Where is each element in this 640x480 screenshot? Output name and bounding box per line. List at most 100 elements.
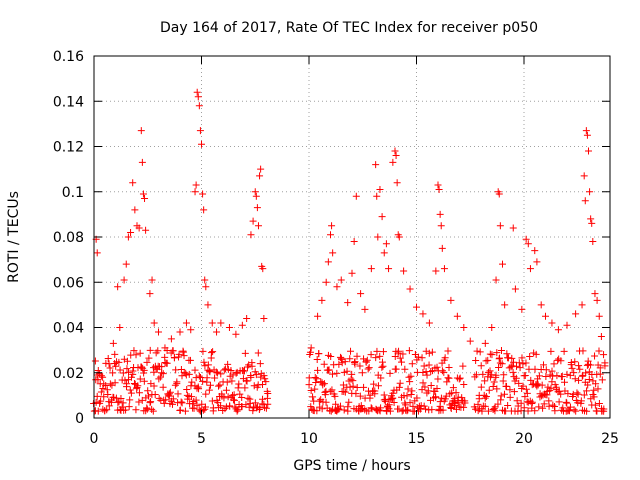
data-point	[126, 386, 134, 394]
data-point	[216, 381, 224, 389]
x-tick-label: 0	[90, 431, 99, 447]
data-point	[403, 407, 411, 415]
data-point	[403, 392, 411, 400]
data-point	[561, 378, 569, 386]
data-point	[178, 399, 186, 407]
data-point	[473, 347, 481, 355]
data-point	[408, 360, 416, 368]
data-point	[130, 347, 138, 355]
data-point	[428, 348, 436, 356]
data-point	[144, 392, 152, 400]
data-point	[455, 375, 463, 383]
data-point	[367, 351, 375, 359]
data-point	[585, 147, 592, 155]
data-point	[117, 395, 125, 403]
data-point	[460, 324, 468, 331]
data-point	[461, 399, 469, 407]
data-point	[232, 369, 240, 377]
data-point	[338, 359, 346, 367]
data-point	[185, 370, 193, 378]
data-point	[97, 388, 105, 396]
data-point	[135, 398, 143, 406]
data-point	[169, 395, 177, 403]
data-point	[548, 367, 556, 375]
data-point	[453, 312, 461, 320]
y-tick-label: 0.12	[53, 140, 84, 156]
data-point	[129, 367, 137, 375]
data-point	[547, 384, 555, 392]
data-point	[526, 265, 534, 273]
data-point	[525, 365, 533, 373]
data-point	[595, 312, 603, 320]
data-point	[150, 319, 158, 327]
data-point	[158, 363, 166, 371]
data-point	[581, 197, 589, 205]
data-point	[526, 353, 534, 360]
data-point	[201, 362, 209, 370]
data-point	[233, 407, 241, 415]
data-point	[434, 375, 442, 383]
data-point	[540, 361, 547, 369]
data-point	[538, 381, 546, 389]
data-point	[575, 362, 583, 370]
data-point	[328, 386, 336, 394]
gridlines	[94, 56, 610, 418]
data-point	[370, 380, 378, 388]
data-point	[580, 391, 588, 399]
data-point	[183, 391, 191, 399]
data-point	[167, 335, 175, 343]
data-point	[367, 404, 375, 412]
data-point	[489, 383, 497, 391]
data-point	[586, 188, 594, 196]
data-point	[495, 364, 503, 372]
data-point	[146, 346, 154, 354]
data-point	[199, 377, 207, 385]
data-point	[441, 354, 449, 362]
data-point	[205, 386, 213, 394]
data-point	[168, 400, 176, 408]
data-point	[149, 407, 157, 415]
data-point	[538, 392, 546, 400]
data-point	[492, 373, 500, 381]
data-point	[190, 404, 198, 412]
data-point	[366, 394, 374, 402]
data-point	[158, 369, 166, 377]
data-point	[531, 407, 539, 415]
data-point	[212, 368, 220, 376]
data-point	[106, 364, 114, 372]
data-point	[182, 319, 190, 327]
data-point	[155, 375, 163, 383]
data-point	[560, 347, 568, 355]
data-point	[551, 407, 559, 415]
data-point	[532, 350, 540, 358]
data-point	[328, 370, 336, 378]
data-point	[151, 391, 159, 399]
data-point	[499, 260, 506, 268]
data-point	[244, 394, 252, 402]
data-point	[198, 140, 205, 148]
data-point	[162, 396, 170, 404]
data-point	[427, 367, 435, 375]
data-point	[123, 380, 131, 388]
data-point	[228, 377, 236, 385]
data-point	[601, 362, 609, 370]
data-point	[347, 347, 355, 355]
data-point	[374, 233, 382, 241]
data-point	[440, 368, 448, 376]
data-point	[145, 354, 153, 362]
data-point	[257, 373, 265, 381]
data-point	[447, 296, 455, 304]
data-point	[434, 181, 442, 189]
data-point	[146, 399, 154, 407]
data-point	[260, 314, 268, 322]
data-point	[349, 382, 357, 390]
data-point	[169, 347, 177, 355]
data-point	[337, 276, 345, 284]
data-point	[123, 365, 131, 373]
data-point	[476, 348, 484, 356]
data-point	[320, 380, 328, 388]
data-point	[343, 367, 351, 375]
data-point	[510, 358, 518, 366]
data-point	[150, 382, 158, 390]
data-point	[249, 217, 257, 225]
